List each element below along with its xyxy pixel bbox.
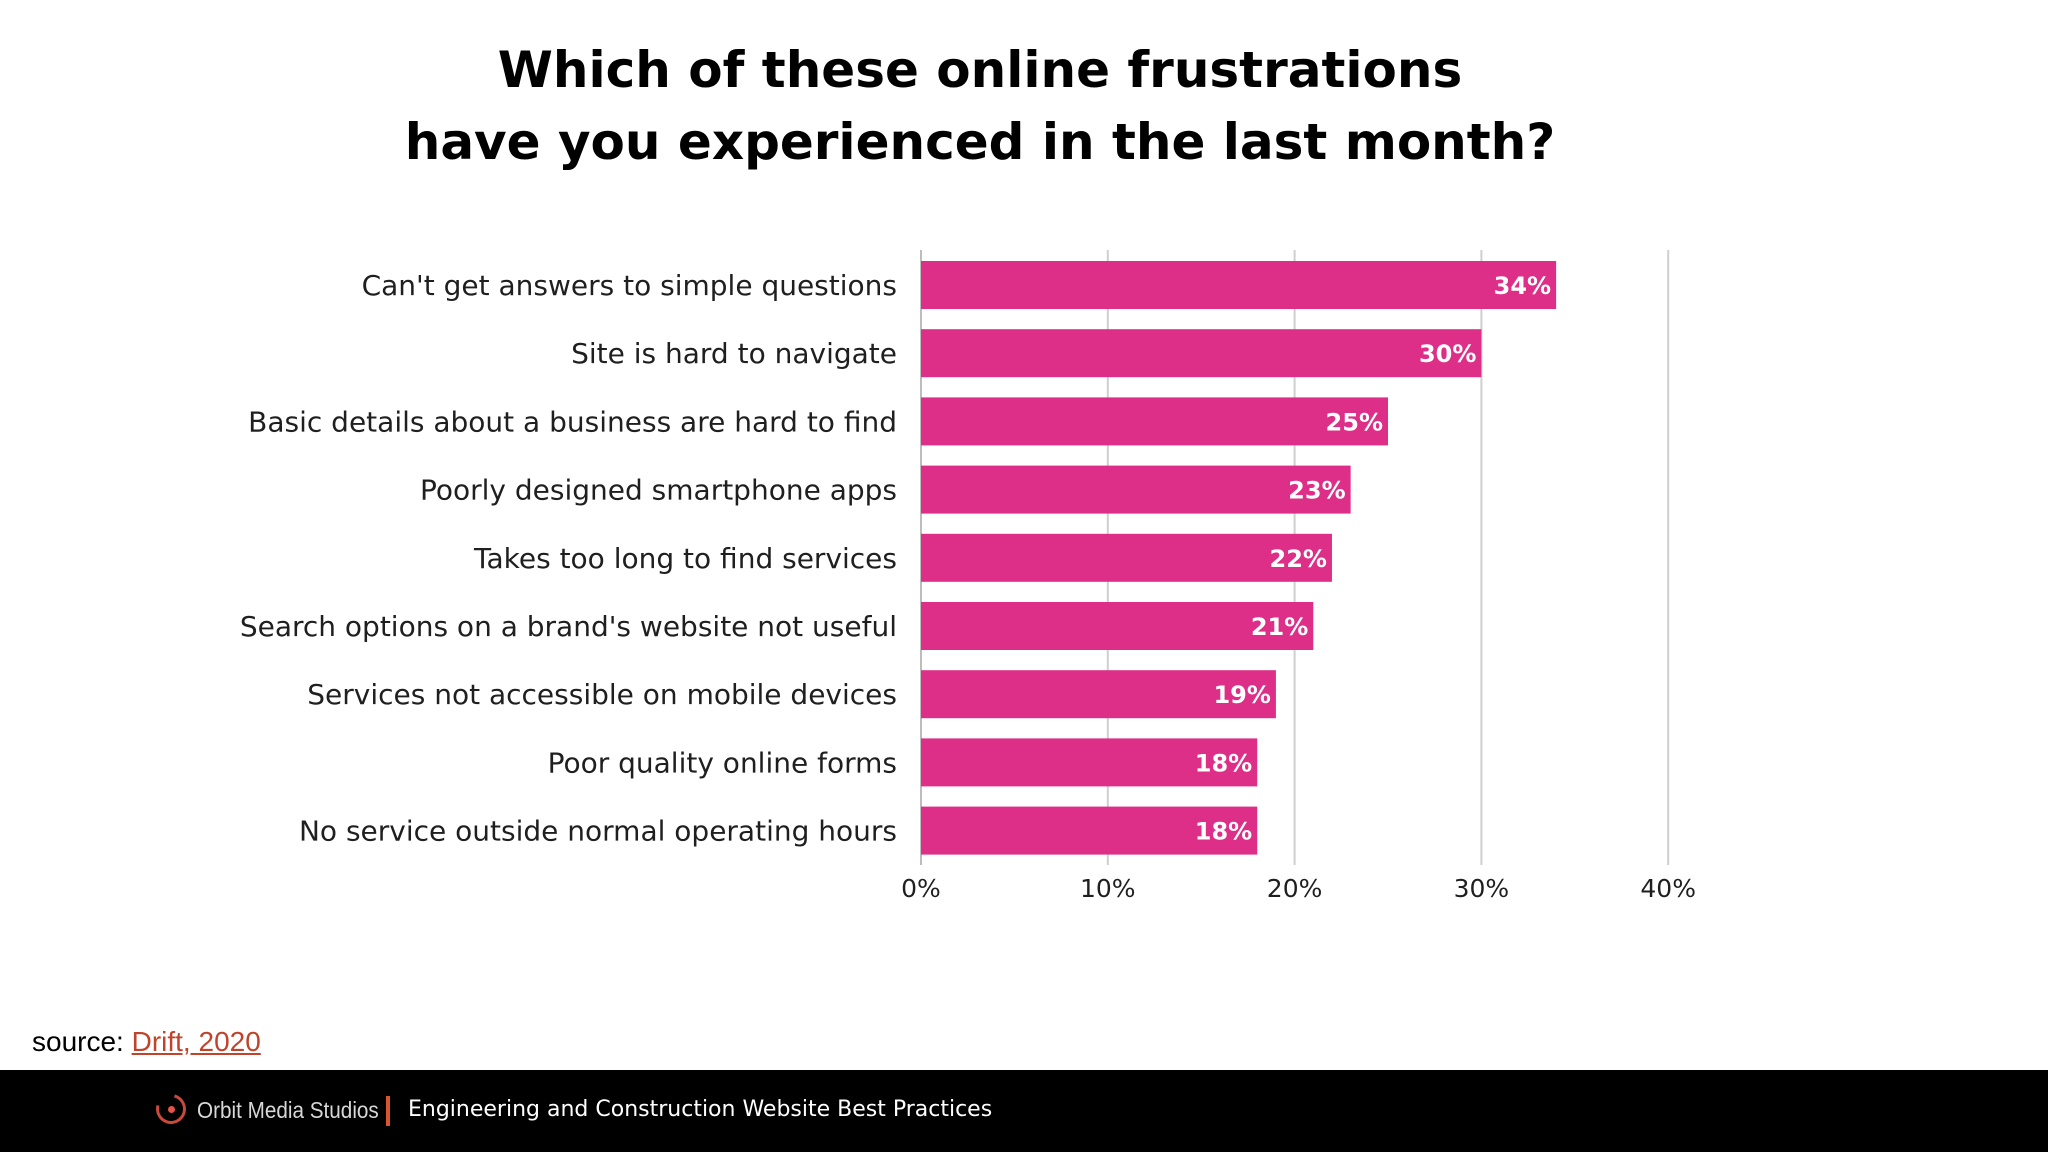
chart-title-line-1: Which of these online frustrations xyxy=(497,41,1463,99)
bar xyxy=(921,261,1557,309)
source-prefix: source: xyxy=(32,1026,132,1057)
x-tick-label: 0% xyxy=(901,874,941,903)
source-link[interactable]: Drift, 2020 xyxy=(131,1026,261,1057)
footer-logo-text: Orbit Media Studios xyxy=(197,1097,379,1123)
data-label: 18% xyxy=(1195,818,1252,846)
orbit-logo-dot xyxy=(168,1106,175,1113)
bar xyxy=(921,670,1276,719)
bar xyxy=(921,602,1314,650)
category-label: Can't get answers to simple questions xyxy=(362,269,897,302)
source-note: source: Drift, 2020 xyxy=(32,1022,261,1062)
bars-layer xyxy=(921,261,1557,855)
data-label: 30% xyxy=(1419,340,1476,368)
x-tick-label: 10% xyxy=(1080,874,1136,903)
labels-layer: 0% 10% 20% 30% 40% Can't get answers to simpl… xyxy=(240,269,1696,903)
category-label: Basic details about a business are hard … xyxy=(248,405,897,438)
bar xyxy=(921,329,1482,378)
data-label: 21% xyxy=(1251,613,1308,641)
footer-separator xyxy=(386,1096,390,1126)
footer-text: Engineering and Construction Website Bes… xyxy=(408,1097,993,1122)
bar xyxy=(921,738,1258,787)
bar xyxy=(921,465,1351,514)
data-label: 19% xyxy=(1213,681,1270,709)
data-label: 18% xyxy=(1195,749,1252,777)
data-label: 22% xyxy=(1270,545,1327,573)
category-label: Site is hard to navigate xyxy=(571,337,897,370)
x-tick-label: 30% xyxy=(1454,874,1510,903)
category-label: Poorly designed smartphone apps xyxy=(420,474,897,507)
data-label: 34% xyxy=(1494,272,1551,300)
category-label: Poor quality online forms xyxy=(548,746,897,779)
category-label: Takes too long to find services xyxy=(473,542,897,575)
category-label: No service outside normal operating hour… xyxy=(299,815,897,848)
bar xyxy=(921,806,1258,855)
x-tick-label: 20% xyxy=(1267,874,1323,903)
data-label: 25% xyxy=(1326,408,1383,436)
data-label: 23% xyxy=(1288,477,1345,505)
category-label: Services not accessible on mobile device… xyxy=(307,678,897,711)
category-label: Search options on a brand's website not … xyxy=(240,610,897,643)
bar xyxy=(921,533,1332,582)
footer-bar: Orbit Media Studios Engineering and Cons… xyxy=(0,1070,2048,1152)
x-tick-label: 40% xyxy=(1640,874,1696,903)
chart-title-line-2: have you experienced in the last month? xyxy=(404,113,1556,171)
bar xyxy=(921,397,1388,446)
